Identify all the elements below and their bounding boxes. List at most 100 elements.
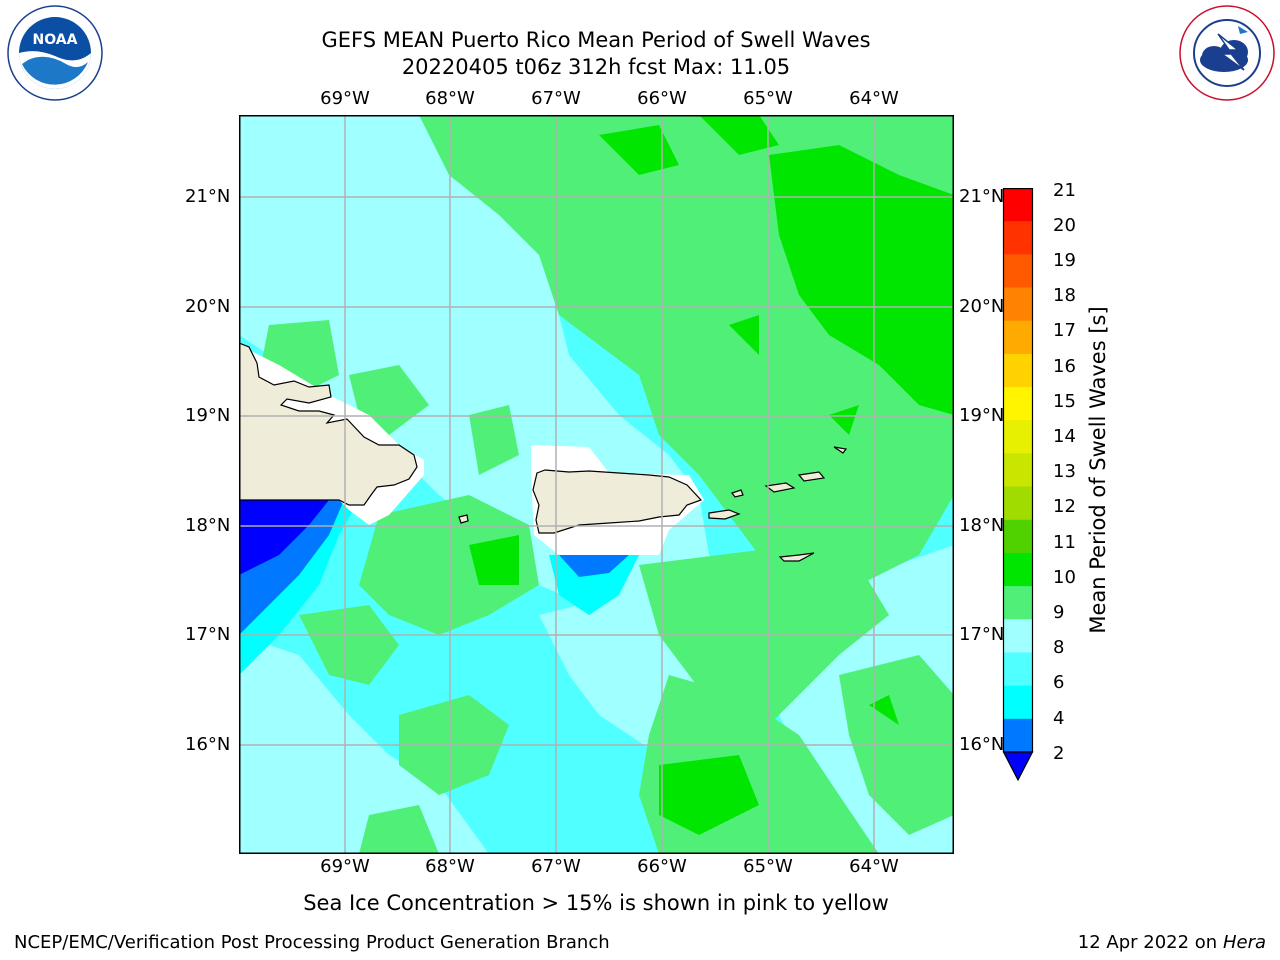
st-croix-island	[778, 552, 815, 562]
colorbar-tick-label: 11	[1053, 532, 1076, 553]
colorbar-box	[1003, 188, 1033, 222]
colorbar-box	[1003, 552, 1033, 587]
contour-fill-11-12	[829, 405, 859, 435]
lat-label-right: 16°N	[959, 734, 1005, 755]
lat-label-right: 19°N	[959, 405, 1005, 426]
contour-fill-11-12	[729, 315, 759, 355]
colorbar-box	[1003, 486, 1033, 521]
contour-fill-10-11	[359, 805, 439, 854]
colorbar-box	[1003, 387, 1033, 421]
colorbar-box	[1003, 221, 1033, 255]
lat-label-left: 19°N	[185, 405, 231, 426]
colorbar-tick-label: 4	[1053, 708, 1065, 729]
colorbar-box	[1003, 619, 1033, 653]
footer-date-text: 12 Apr 2022 on	[1077, 932, 1223, 953]
colorbar-box	[1003, 420, 1033, 454]
contour-fill-11-12	[699, 115, 779, 155]
colorbar-tick-label: 10	[1053, 567, 1076, 588]
colorbar-box	[1003, 453, 1033, 488]
sea-ice-footnote: Sea Ice Concentration > 15% is shown in …	[303, 891, 889, 915]
contour-fill-4-6	[559, 555, 629, 577]
nws-logo-icon	[1179, 5, 1275, 101]
colorbar-box	[1003, 287, 1033, 322]
footer-machine: Hera	[1222, 932, 1266, 953]
footer-date: 12 Apr 2022 on Hera	[1078, 932, 1266, 953]
colorbar-box	[1003, 718, 1033, 753]
lat-label-right: 21°N	[959, 186, 1005, 207]
virgin-islands	[797, 471, 826, 482]
colorbar-tick-label: 20	[1053, 215, 1076, 236]
lat-label-left: 16°N	[185, 734, 231, 755]
colorbar-tick-label: 14	[1053, 426, 1076, 447]
lon-label-top: 66°W	[637, 88, 687, 109]
colorbar-tick-label: 15	[1053, 391, 1076, 412]
lon-label-bottom: 64°W	[849, 856, 899, 877]
contour-fill-10-11	[299, 605, 399, 685]
contour-fill-10-11	[359, 495, 539, 635]
colorbar-tick-label: 13	[1053, 461, 1076, 482]
lon-label-top: 69°W	[320, 88, 370, 109]
lon-label-bottom: 67°W	[531, 856, 581, 877]
lon-label-top: 64°W	[849, 88, 899, 109]
colorbar-box	[1003, 685, 1033, 720]
colorbar-frame	[1002, 188, 1034, 753]
colorbar-tick-label: 16	[1053, 356, 1076, 377]
colorbar-box	[1003, 254, 1033, 289]
mona-island	[458, 514, 469, 524]
virgin-islands	[764, 482, 796, 493]
contour-fill-11-12	[469, 535, 519, 585]
contour-fill-10-11	[469, 405, 519, 475]
lon-label-bottom: 68°W	[425, 856, 475, 877]
contour-fill-11-12	[769, 145, 954, 415]
colorbar-tick-label: 9	[1053, 602, 1065, 623]
colorbar-box	[1003, 320, 1033, 355]
culebra-island	[731, 489, 744, 498]
colorbar-box	[1003, 586, 1033, 620]
chart-title: GEFS MEAN Puerto Rico Mean Period of Swe…	[321, 28, 871, 52]
colorbar-title: Mean Period of Swell Waves [s]	[1086, 306, 1110, 634]
noaa-logo-text: NOAA	[33, 32, 78, 48]
noaa-logo-icon: NOAA	[7, 5, 103, 101]
lat-label-right: 18°N	[959, 515, 1005, 536]
lon-label-bottom: 69°W	[320, 856, 370, 877]
contour-fill-11-12	[599, 125, 679, 175]
colorbar-tick-label: 19	[1053, 250, 1076, 271]
colorbar-box	[1003, 353, 1033, 388]
lat-label-right: 17°N	[959, 624, 1005, 645]
footer-credit: NCEP/EMC/Verification Post Processing Pr…	[14, 932, 610, 953]
lat-label-left: 20°N	[185, 296, 231, 317]
lat-label-left: 18°N	[185, 515, 231, 536]
contour-fill-11-12	[869, 695, 899, 725]
map-frame	[239, 115, 954, 854]
lon-label-bottom: 65°W	[743, 856, 793, 877]
colorbar-tick-label: 8	[1053, 637, 1065, 658]
hispaniola-land	[239, 342, 418, 506]
colorbar	[1002, 188, 1034, 782]
puerto-rico-land	[532, 469, 703, 534]
colorbar-tick-label: 17	[1053, 320, 1076, 341]
colorbar-box	[1003, 652, 1033, 687]
lat-label-right: 20°N	[959, 296, 1005, 317]
swell-period-map	[239, 115, 954, 854]
virgin-islands	[833, 446, 848, 454]
colorbar-tick-label: 6	[1053, 672, 1065, 693]
land-layer	[239, 342, 848, 562]
lon-label-top: 68°W	[425, 88, 475, 109]
lat-label-left: 17°N	[185, 624, 231, 645]
colorbar-tick-label: 2	[1053, 743, 1065, 764]
colorbar-tick-label: 21	[1053, 180, 1076, 201]
lat-label-left: 21°N	[185, 186, 231, 207]
graticule	[239, 115, 954, 854]
lon-label-bottom: 66°W	[637, 856, 687, 877]
colorbar-tick-label: 18	[1053, 285, 1076, 306]
contour-fill-11-12	[659, 755, 759, 835]
lon-label-top: 67°W	[531, 88, 581, 109]
contour-fill-2-4	[239, 500, 329, 575]
colorbar-under-triangle	[1002, 751, 1034, 782]
colorbar-tick-label: 12	[1053, 496, 1076, 517]
lon-label-top: 65°W	[743, 88, 793, 109]
contour-fill-6-8	[549, 555, 639, 615]
colorbar-box	[1003, 519, 1033, 554]
vieques-island	[708, 509, 741, 520]
chart-subtitle: 20220405 t06z 312h fcst Max: 11.05	[401, 55, 791, 79]
